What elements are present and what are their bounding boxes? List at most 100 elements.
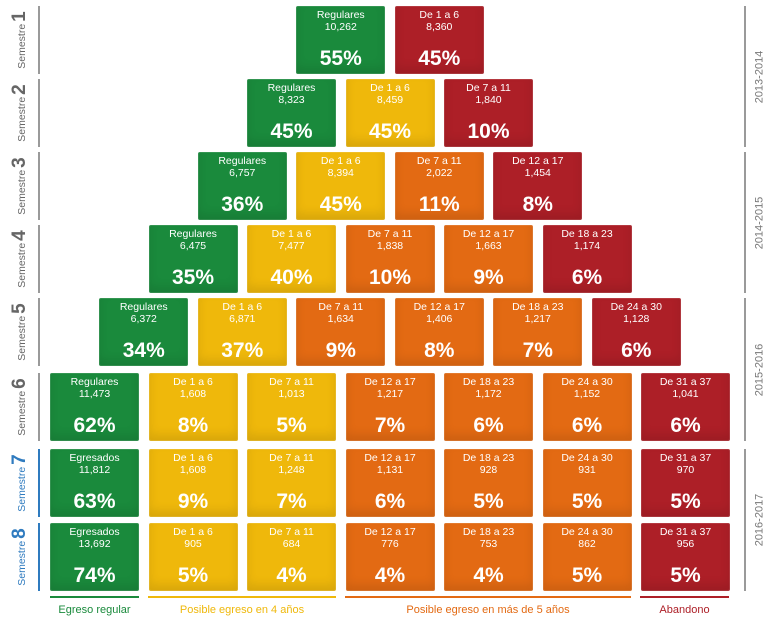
cell-count: 753 bbox=[479, 538, 498, 550]
cohort-cell: De 18 a 23 1,172 6% bbox=[444, 373, 533, 441]
semester-number: 1 bbox=[9, 11, 31, 22]
cell-percent: 6% bbox=[374, 490, 406, 513]
semester-word: Semestre bbox=[16, 540, 29, 586]
semester-label-text: Semestre4 bbox=[9, 230, 31, 288]
cell-label: Regulares bbox=[169, 228, 217, 240]
cohort-cell: De 24 a 30 1,128 6% bbox=[591, 298, 681, 366]
legend-label: Posible egreso en más de 5 años bbox=[406, 604, 570, 616]
semester-label-text: Semestre8 bbox=[9, 528, 31, 586]
cell-percent: 74% bbox=[73, 564, 116, 587]
cell-count: 956 bbox=[676, 538, 695, 550]
cohort-cell: De 12 a 17 1,663 9% bbox=[444, 225, 533, 293]
cohort-cell: De 31 a 37 956 5% bbox=[641, 523, 730, 591]
cell-label: De 18 a 23 bbox=[462, 526, 515, 538]
cell-count: 1,406 bbox=[426, 313, 453, 325]
period-label-text: 2014-2015 bbox=[753, 196, 766, 249]
legend-label: Posible egreso en 4 años bbox=[179, 604, 305, 616]
cell-count: 862 bbox=[578, 538, 596, 550]
cell-percent: 4% bbox=[374, 564, 406, 587]
cohort-cell: Regulares 6,757 36% bbox=[197, 152, 287, 220]
semester-label: Semestre4 bbox=[9, 225, 31, 293]
cohort-cell: Egresados 11,812 63% bbox=[50, 449, 139, 517]
cell-percent: 5% bbox=[473, 490, 504, 513]
cohort-cell: De 1 a 6 6,871 37% bbox=[197, 298, 287, 366]
cell-percent: 9% bbox=[325, 339, 356, 362]
cell-label: De 7 a 11 bbox=[466, 82, 511, 94]
cell-label: De 7 a 11 bbox=[318, 301, 364, 313]
cell-percent: 55% bbox=[319, 47, 362, 70]
cell-count: 1,172 bbox=[475, 388, 502, 400]
cell-label: De 7 a 11 bbox=[269, 376, 314, 388]
cell-count: 1,634 bbox=[327, 313, 354, 325]
cell-percent: 5% bbox=[177, 564, 209, 587]
cell-percent: 35% bbox=[171, 266, 215, 289]
period-bracket bbox=[744, 298, 746, 441]
cell-label: De 1 a 6 bbox=[320, 155, 361, 167]
cohort-cell: De 1 a 6 8,394 45% bbox=[296, 152, 386, 220]
cohort-cell: De 12 a 17 1,217 7% bbox=[345, 373, 435, 441]
semester-word: Semestre bbox=[16, 466, 29, 512]
cohort-cell: De 12 a 17 776 4% bbox=[345, 523, 435, 591]
cell-label: De 1 a 6 bbox=[271, 228, 312, 240]
cell-label: De 1 a 6 bbox=[370, 82, 410, 94]
semester-divider bbox=[38, 298, 40, 366]
cell-percent: 5% bbox=[276, 414, 307, 437]
cell-count: 1,838 bbox=[376, 240, 404, 252]
cohort-cell: De 1 a 6 905 5% bbox=[148, 523, 238, 591]
semester-label: Semestre2 bbox=[9, 79, 30, 147]
semester-divider bbox=[38, 449, 40, 517]
cell-label: De 18 a 23 bbox=[462, 452, 515, 464]
cell-label: De 12 a 17 bbox=[512, 155, 564, 167]
cell-label: De 12 a 17 bbox=[364, 526, 416, 538]
cell-label: De 1 a 6 bbox=[222, 301, 263, 313]
legend-line bbox=[640, 596, 729, 598]
cell-label: De 18 a 23 bbox=[512, 301, 564, 313]
cell-label: De 24 a 30 bbox=[561, 526, 613, 538]
cohort-cell: De 7 a 11 1,248 7% bbox=[247, 449, 336, 517]
semester-label: Semestre1 bbox=[9, 6, 31, 74]
semester-label: Semestre3 bbox=[9, 152, 31, 220]
semester-divider bbox=[38, 152, 40, 220]
cohort-cell: De 24 a 30 862 5% bbox=[542, 523, 632, 591]
cell-label: Regulares bbox=[267, 82, 316, 94]
semester-label-text: Semestre1 bbox=[9, 11, 31, 69]
cell-percent: 10% bbox=[368, 266, 412, 289]
cell-count: 1,663 bbox=[475, 240, 502, 252]
cell-count: 7,477 bbox=[278, 240, 305, 252]
cohort-cell: De 7 a 11 1,013 5% bbox=[247, 373, 336, 441]
cell-percent: 62% bbox=[73, 414, 116, 437]
cell-count: 8,394 bbox=[327, 167, 354, 179]
semester-label: Semestre7 bbox=[9, 449, 31, 517]
cell-label: De 24 a 30 bbox=[561, 376, 613, 388]
legend-label: Abandono bbox=[659, 604, 710, 616]
cell-label: Regulares bbox=[70, 376, 119, 388]
cohort-cell: Regulares 6,372 34% bbox=[99, 298, 189, 366]
cohort-cell: De 18 a 23 753 4% bbox=[444, 523, 533, 591]
cohort-cell: De 1 a 6 1,608 9% bbox=[148, 449, 238, 517]
legend-line bbox=[345, 596, 631, 598]
semester-number: 4 bbox=[9, 230, 31, 241]
semester-word: Semestre bbox=[16, 96, 29, 142]
cell-percent: 34% bbox=[122, 339, 165, 362]
semester-label: Semestre8 bbox=[9, 523, 31, 591]
cell-percent: 7% bbox=[522, 339, 553, 362]
semester-number: 7 bbox=[9, 454, 31, 465]
cell-label: Egresados bbox=[69, 526, 120, 538]
cell-percent: 6% bbox=[571, 266, 603, 289]
cell-label: De 1 a 6 bbox=[419, 9, 460, 21]
cell-count: 8,323 bbox=[278, 94, 305, 106]
cohort-cell: De 1 a 6 7,477 40% bbox=[247, 225, 336, 293]
cell-percent: 8% bbox=[424, 339, 455, 362]
cell-label: De 7 a 11 bbox=[416, 155, 462, 167]
cell-label: De 31 a 37 bbox=[659, 526, 712, 538]
cell-percent: 63% bbox=[73, 490, 116, 513]
semester-number: 3 bbox=[9, 157, 31, 168]
cell-count: 13,692 bbox=[78, 538, 111, 550]
cell-count: 6,871 bbox=[229, 313, 256, 325]
cell-count: 8,360 bbox=[426, 21, 453, 33]
cell-percent: 45% bbox=[319, 193, 362, 216]
cell-count: 10,262 bbox=[324, 21, 357, 33]
cell-count: 6,372 bbox=[130, 313, 157, 325]
cohort-cell: De 12 a 17 1,406 8% bbox=[394, 298, 484, 366]
